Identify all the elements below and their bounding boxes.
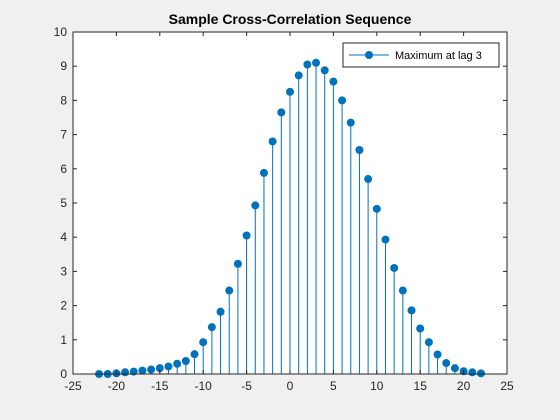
legend-label: Maximum at lag 3	[395, 50, 482, 62]
stem-marker	[346, 118, 355, 127]
stem-marker	[181, 357, 190, 366]
stem-marker	[294, 71, 303, 80]
stem-marker	[190, 350, 199, 359]
stem-marker	[121, 368, 130, 377]
y-tick-label: 3	[60, 264, 67, 278]
stem-marker	[207, 323, 216, 332]
stem-marker	[312, 58, 321, 67]
stem-marker	[433, 350, 442, 359]
stem-marker	[442, 359, 451, 368]
stem-marker	[286, 87, 294, 96]
stem-marker	[277, 108, 286, 117]
x-tick-label: 10	[370, 379, 384, 393]
stem-marker	[303, 60, 312, 69]
stem-marker	[364, 175, 373, 184]
stem-marker	[398, 286, 407, 295]
y-tick-label: 4	[60, 230, 67, 244]
x-tick-label: -25	[64, 379, 82, 393]
stem-marker	[450, 364, 459, 373]
stem-marker	[407, 306, 416, 315]
stem-marker	[338, 96, 347, 105]
stem-marker	[416, 324, 425, 333]
y-tick-label: 6	[60, 162, 67, 176]
y-tick-label: 8	[60, 93, 67, 107]
stem-marker	[372, 204, 381, 213]
stem-marker	[225, 286, 234, 295]
x-tick-label: 5	[330, 379, 337, 393]
x-tick-label: 15	[414, 379, 428, 393]
x-tick-label: 0	[287, 379, 294, 393]
stems-group	[115, 62, 482, 374]
stem-marker	[164, 362, 173, 371]
stem-marker	[355, 145, 364, 154]
stem-marker	[147, 365, 156, 374]
stem-marker	[424, 338, 433, 347]
stem-marker	[233, 259, 242, 268]
y-tick-label: 0	[60, 367, 67, 381]
stem-marker	[329, 77, 338, 86]
axes-group: -25 -20 -15 -10 -5 0 5 10 15 20 25 0 1 2 3 4 5 6 7 8 9 10	[54, 25, 514, 393]
stem-marker	[320, 66, 329, 75]
y-tick-label: 5	[60, 196, 67, 210]
y-tick-label: 9	[60, 59, 67, 73]
stem-marker	[216, 307, 225, 316]
legend-marker	[365, 51, 373, 59]
chart-title: Sample Cross-Correlation Sequence	[169, 11, 412, 27]
stem-marker	[381, 235, 390, 244]
stem-marker	[173, 359, 182, 368]
stem-marker	[259, 168, 268, 177]
y-tick-label: 2	[60, 299, 67, 313]
stem-marker	[242, 231, 251, 240]
x-tick-label: -5	[241, 379, 252, 393]
x-tick-label: -15	[151, 379, 169, 393]
stem-marker	[390, 263, 399, 272]
stem-marker	[268, 137, 277, 146]
y-tick-label: 10	[54, 25, 68, 39]
x-tick-label: 25	[500, 379, 514, 393]
y-tick-label: 7	[60, 128, 67, 142]
legend: Maximum at lag 3	[342, 42, 500, 68]
stem-marker	[155, 364, 164, 373]
stem-marker	[468, 368, 477, 377]
stem-marker	[476, 369, 485, 378]
x-tick-label: 20	[457, 379, 471, 393]
stem-marker	[138, 366, 147, 375]
stem-marker	[251, 201, 260, 210]
stem-marker	[199, 338, 208, 347]
y-tick-label: 1	[60, 333, 67, 347]
x-tick-label: -10	[195, 379, 213, 393]
x-tick-label: -20	[108, 379, 126, 393]
